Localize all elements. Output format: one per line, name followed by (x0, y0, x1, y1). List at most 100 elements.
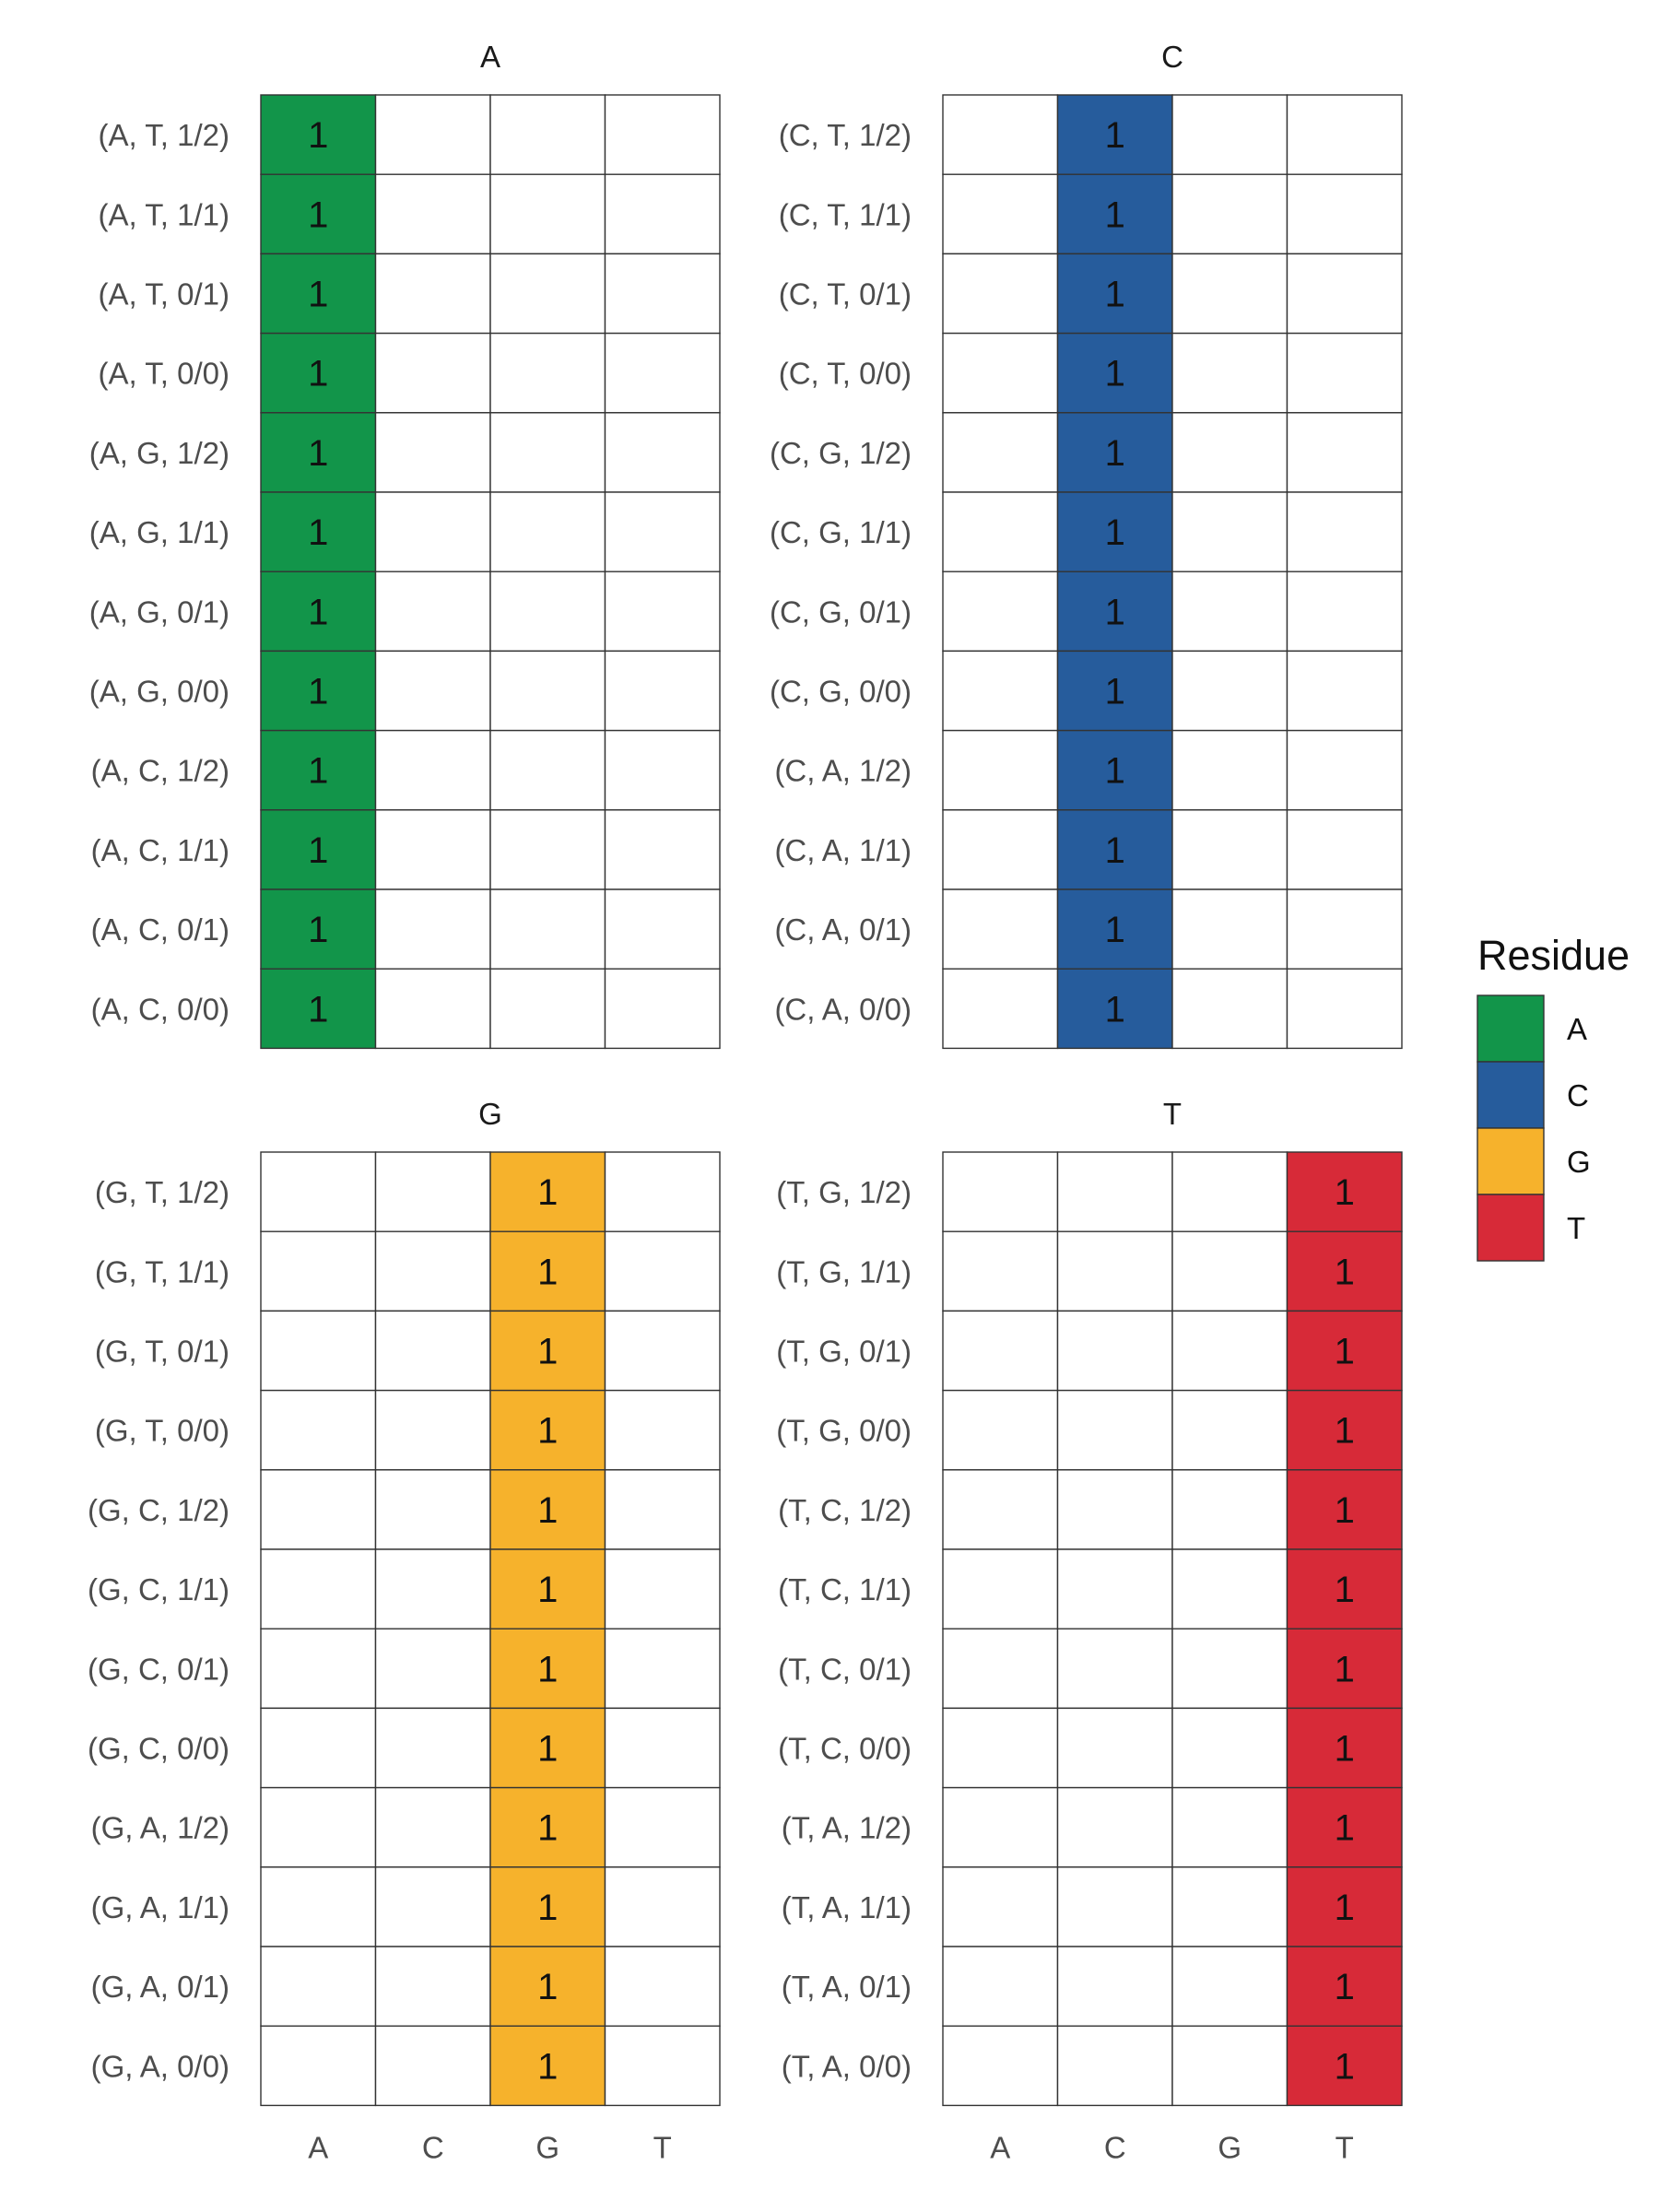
row-label: (C, T, 0/0) (779, 357, 912, 391)
heatmap-cell (489, 491, 606, 572)
cell-value-label: 1 (1105, 989, 1125, 1030)
heatmap-cell (942, 809, 1059, 890)
legend-label-c: C (1567, 1078, 1589, 1112)
heatmap-cell (260, 1628, 377, 1710)
heatmap-cell (260, 1151, 377, 1232)
heatmap-cell (942, 1946, 1059, 2027)
panel-title: T (1163, 1097, 1182, 1131)
heatmap-cell (1171, 332, 1288, 414)
cell-value-label: 1 (1105, 830, 1125, 871)
row-label: (T, G, 1/1) (776, 1254, 912, 1288)
row-label: (A, C, 0/1) (91, 912, 229, 947)
heatmap-cell (374, 412, 491, 493)
heatmap-cell (374, 173, 491, 255)
heatmap-cell (604, 1946, 721, 2027)
heatmap-cell (1171, 1946, 1288, 2027)
heatmap-cell (1171, 1548, 1288, 1630)
heatmap-cell (260, 2025, 377, 2107)
cell-value-label: 1 (308, 751, 328, 792)
heatmap-cell (942, 332, 1059, 414)
heatmap-cell (604, 571, 721, 653)
cell-value-label: 1 (308, 512, 328, 553)
heatmap-cell (489, 2025, 606, 2107)
heatmap-cell (1056, 1389, 1173, 1471)
panel-title: G (478, 1097, 502, 1131)
cell-value-label: 1 (1335, 1649, 1355, 1689)
heatmap-cell (942, 1389, 1059, 1471)
heatmap-cell (1056, 1946, 1173, 2027)
heatmap-cell (1171, 253, 1288, 335)
heatmap-cell (260, 650, 377, 732)
legend-title: Residue (1477, 932, 1630, 979)
panel-title: C (1161, 40, 1183, 74)
cell-value-label: 1 (308, 354, 328, 394)
heatmap-cell (374, 1548, 491, 1630)
heatmap-cell (1171, 968, 1288, 1050)
cell-value-label: 1 (1105, 512, 1125, 553)
heatmap-cell (489, 968, 606, 1050)
heatmap-cell (604, 968, 721, 1050)
cell-value-label: 1 (537, 1332, 558, 1372)
column-label: C (1104, 2130, 1126, 2164)
row-label: (C, G, 1/2) (770, 436, 912, 470)
heatmap-cell (942, 1866, 1059, 1947)
row-label: (A, G, 1/2) (89, 436, 229, 470)
heatmap-cell (1171, 412, 1288, 493)
heatmap-cell (1171, 173, 1288, 255)
heatmap-cell (260, 491, 377, 572)
heatmap-panels: A 1 (A, T, 1/2) 1 (A, T, 1/1) 1 (A, T, 0/1) 1 (A… (88, 40, 1403, 2164)
heatmap-cell (374, 968, 491, 1050)
heatmap-cell (942, 1230, 1059, 1312)
row-label: (C, G, 0/1) (770, 594, 912, 629)
heatmap-cell (1286, 1230, 1403, 1312)
row-label: (G, T, 0/0) (95, 1414, 229, 1448)
cell-value-label: 1 (537, 1570, 558, 1610)
heatmap-cell (1286, 1707, 1403, 1789)
heatmap-cell (942, 1786, 1059, 1868)
column-label: A (990, 2130, 1010, 2164)
row-label: (A, G, 0/0) (89, 675, 229, 709)
heatmap-cell (260, 253, 377, 335)
heatmap-cell (1171, 1151, 1288, 1232)
heatmap-cell (1286, 173, 1403, 255)
heatmap-cell (1286, 1548, 1403, 1630)
row-label: (C, T, 1/1) (779, 197, 912, 231)
heatmap-cell (374, 1786, 491, 1868)
cell-value-label: 1 (308, 275, 328, 315)
cell-value-label: 1 (1335, 1490, 1355, 1531)
heatmap-cell (489, 94, 606, 175)
heatmap-cell (260, 968, 377, 1050)
heatmap-cell (374, 2025, 491, 2107)
row-label: (A, C, 1/2) (91, 754, 229, 788)
heatmap-cell (374, 1310, 491, 1392)
row-label: (C, A, 0/0) (774, 992, 912, 1026)
cell-value-label: 1 (308, 989, 328, 1030)
legend-key-a (1477, 994, 1545, 1063)
heatmap-cell (1286, 1866, 1403, 1947)
heatmap-cell (1286, 1786, 1403, 1868)
heatmap-cell (942, 94, 1059, 175)
heatmap-cell (1171, 1707, 1288, 1789)
heatmap-cell (1056, 650, 1173, 732)
heatmap-cell (260, 1469, 377, 1550)
heatmap-cell (604, 1786, 721, 1868)
cell-value-label: 1 (308, 910, 328, 950)
row-label: (G, A, 0/1) (91, 1970, 229, 2004)
heatmap-cell (1286, 650, 1403, 732)
heatmap-cell (1171, 650, 1288, 732)
heatmap-cell (1056, 1548, 1173, 1630)
heatmap-cell (374, 1230, 491, 1312)
row-label: (T, C, 1/2) (778, 1493, 912, 1527)
cell-value-label: 1 (1335, 1570, 1355, 1610)
row-label: (G, C, 0/0) (88, 1732, 229, 1766)
heatmap-cell (942, 571, 1059, 653)
heatmap-panel-g: G 1 (G, T, 1/2) 1 (G, T, 1/1) 1 (G, T, 0/1) 1 (G… (88, 1097, 721, 2164)
heatmap-cell (260, 94, 377, 175)
heatmap-cell (374, 809, 491, 890)
heatmap-cell (1171, 94, 1288, 175)
row-label: (T, A, 1/2) (782, 1811, 912, 1845)
heatmap-cell (1056, 1628, 1173, 1710)
heatmap-panel-t: T 1 (T, G, 1/2) 1 (T, G, 1/1) 1 (T, G, 0/1) 1 (T… (776, 1097, 1403, 2164)
heatmap-cell (942, 2025, 1059, 2107)
cell-value-label: 1 (1335, 1888, 1355, 1928)
